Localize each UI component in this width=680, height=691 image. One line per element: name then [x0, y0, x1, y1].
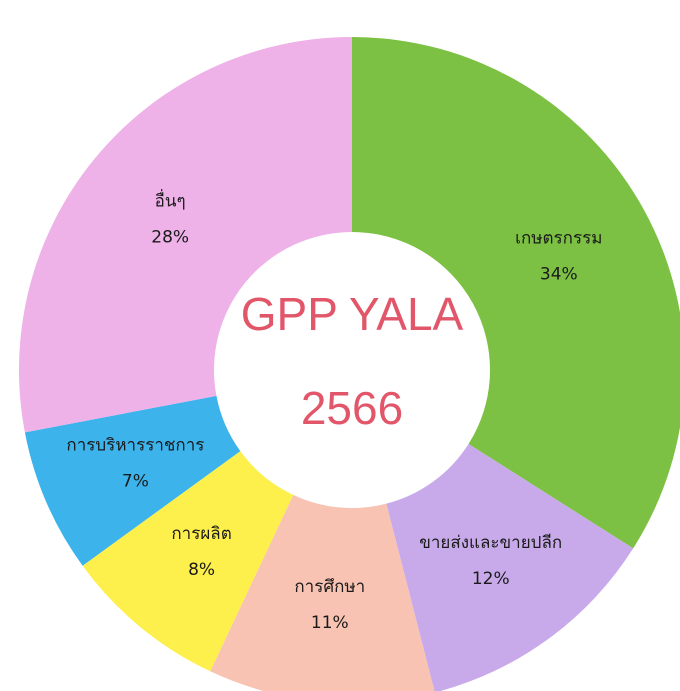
donut-slice: [18, 37, 352, 433]
slices: [18, 37, 680, 691]
slice-value: 7%: [122, 472, 149, 492]
slice-value: 11%: [311, 613, 349, 633]
slice-label: การผลิต: [171, 524, 231, 544]
donut-slice: [82, 451, 294, 672]
slice-value: 12%: [472, 569, 510, 589]
slice-value: 28%: [151, 228, 189, 248]
donut-slice: [210, 494, 435, 691]
slice-label: เกษตรกรรม: [515, 228, 602, 248]
slice-label: ขายส่งและขายปลีก: [419, 533, 562, 553]
slice-label: อื่นๆ: [155, 189, 186, 212]
slice-label: การศึกษา: [294, 577, 365, 597]
slice-value: 8%: [188, 560, 215, 580]
donut-slice: [352, 37, 680, 549]
donut-slice: [24, 395, 241, 566]
donut-slice: [386, 443, 634, 691]
slice-label: การบริหารราชการ: [66, 436, 204, 456]
slice-value: 34%: [540, 264, 578, 284]
chart-title: GPP YALA: [241, 288, 464, 340]
chart-subtitle: 2566: [301, 382, 403, 434]
